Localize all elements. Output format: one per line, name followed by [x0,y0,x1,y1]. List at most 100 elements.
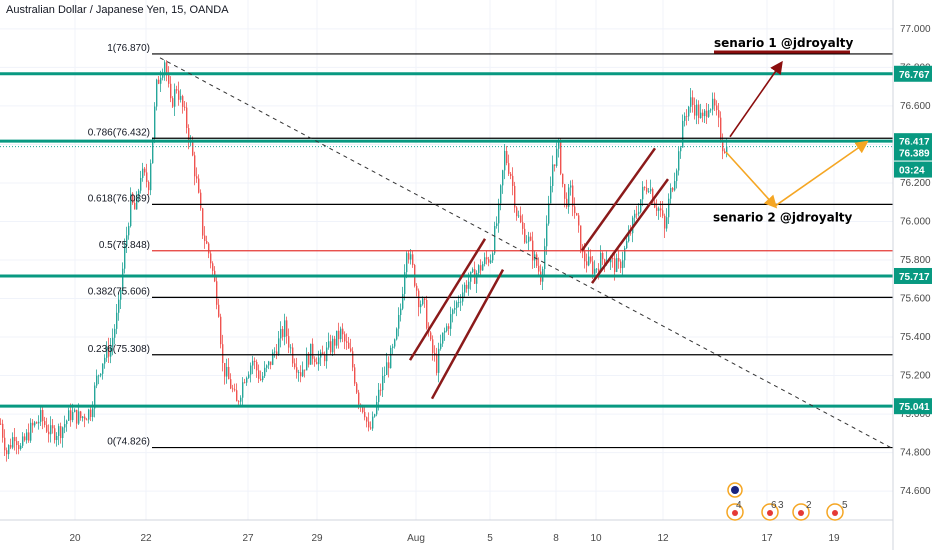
candle-body [38,421,40,424]
price-tick: 75.400 [900,332,931,343]
candle-body [332,338,334,353]
candle-body [248,374,250,378]
candle-body [580,225,582,252]
event-count: 6 [771,500,777,511]
candle-body [416,285,418,291]
candle-body [620,261,622,269]
candle-body [252,360,254,366]
candle-body [302,369,304,377]
candle-body [178,90,180,100]
candle-body [424,298,426,300]
candle-body [440,343,442,349]
candle-body [230,379,232,389]
candle-body [42,410,44,422]
candle-body [146,172,148,182]
candle-body [56,435,58,441]
candle-body [590,256,592,262]
candle-body [410,254,412,260]
candle-body [52,425,54,429]
candle-body [576,213,578,216]
event-count: 4 [736,500,742,511]
candle-body [238,401,240,403]
price-tag [894,65,932,82]
candle-body [634,213,636,218]
candle-body [330,341,332,353]
candle-body [78,411,80,424]
candle-body [660,208,662,211]
candle-body [556,148,558,166]
candle-body [308,353,310,365]
scenario2-arrow-down [725,151,778,209]
candle-body [134,203,136,210]
candle-body [568,187,570,207]
candle-body [144,168,146,173]
candle-body [456,302,458,309]
candle-body [346,341,348,343]
channel-line [408,238,487,361]
channel-line [590,178,670,284]
candle-body [32,422,34,426]
price-tick: 74.800 [900,448,931,459]
candle-body [174,89,176,107]
candle-body [186,107,188,129]
candle-body [292,347,294,364]
candle-body [432,339,434,353]
candle-body [624,248,626,261]
candle-body [246,377,248,383]
candle-body [116,312,118,329]
candle-body [658,208,660,211]
candle-body [126,235,128,247]
candle-body [398,315,400,329]
flag-icon-inner [731,486,739,494]
time-tick: 17 [761,533,773,544]
candle-body [94,385,96,409]
candle-body [380,389,382,391]
candle-body [340,328,342,340]
candle-body [672,188,674,191]
drawings: senario 1 @jdroyalty senario 2 @jdroyalty [159,36,894,450]
price-tick: 77.000 [900,24,931,35]
candle-body [488,259,490,263]
candle-body [270,361,272,365]
candle-body [348,342,350,349]
candle-body [704,110,706,117]
candle-body [314,358,316,363]
candle-body [386,362,388,375]
candle-body [288,336,290,348]
candle-body [458,302,460,303]
candle-body [600,252,602,272]
candle-body [724,151,726,154]
price-tag-label: 75.041 [899,402,930,413]
price-tag-label: 76.767 [899,70,930,81]
candle-body [626,241,628,249]
candle-body [506,150,508,164]
price-tick: 75.000 [900,409,931,420]
candle-body [20,445,22,449]
candle-body [442,332,444,344]
candle-body [160,77,162,84]
candle-body [574,206,576,214]
price-tick: 76.000 [900,216,931,227]
candle-body [22,436,24,446]
candle-body [114,328,116,338]
candle-body [538,265,540,272]
candle-body [54,428,56,441]
candle-body [628,232,630,242]
candle-body [198,178,200,193]
candle-body [362,405,364,412]
candle-body [86,419,88,421]
candle-body [104,357,106,364]
candle-body [642,186,644,200]
candle-body [220,316,222,345]
candle-body [378,389,380,403]
candle-body [48,431,50,435]
candle-body [166,62,168,76]
candle-body [338,330,340,340]
candle-body [188,128,190,142]
candle-body [496,223,498,227]
candle-body [638,211,640,215]
candle-body [654,202,656,208]
candle-body [294,363,296,368]
